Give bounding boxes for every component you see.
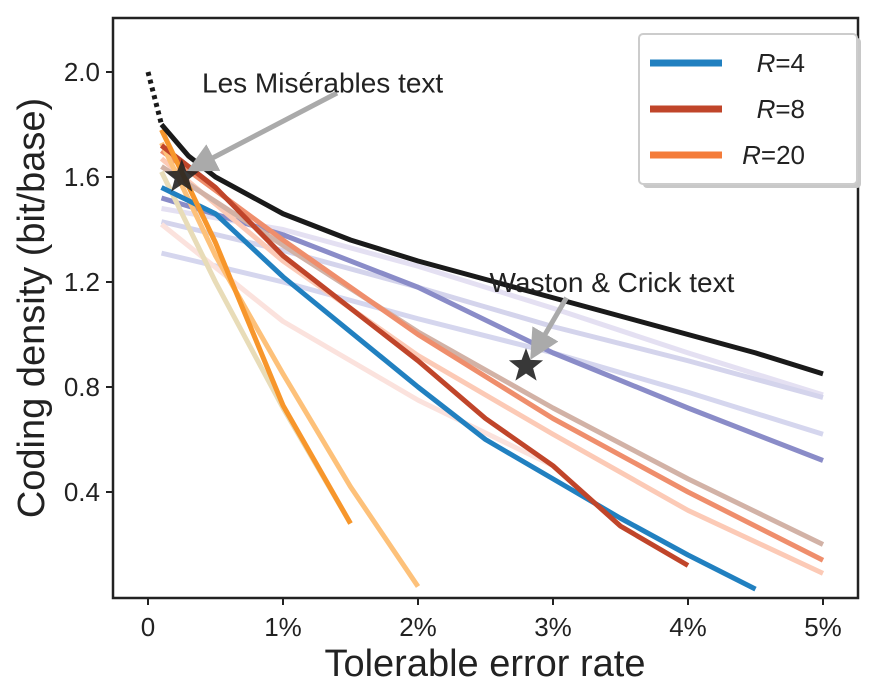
y-tick-label: 1.6 <box>64 162 100 192</box>
y-axis-label: Coding density (bit/base) <box>11 98 53 518</box>
annotation-arrow <box>186 90 339 172</box>
y-tick-label: 1.2 <box>64 267 100 297</box>
x-tick-label: 2% <box>399 612 437 642</box>
star-marker-les-miserables <box>164 159 199 192</box>
annotation-arrow <box>530 296 569 360</box>
x-tick-label: 4% <box>669 612 707 642</box>
legend-label: R=8 <box>757 94 805 124</box>
annotation-label: Waston & Crick text <box>490 267 735 298</box>
x-tick-label: 3% <box>534 612 572 642</box>
y-tick-label: 0.4 <box>64 477 100 507</box>
annotation-label: Les Misérables text <box>202 68 443 99</box>
x-tick-label: 5% <box>804 612 842 642</box>
y-tick-label: 0.8 <box>64 372 100 402</box>
legend-label: R=4 <box>757 48 805 78</box>
x-tick-label: 0 <box>141 612 155 642</box>
x-axis-label: Tolerable error rate <box>324 643 645 685</box>
series-line-very-light-pink <box>159 222 555 468</box>
y-tick-label: 2.0 <box>64 57 100 87</box>
annotations: Les Misérables text Waston & Crick text <box>164 68 735 381</box>
series-line-bound-dotted <box>145 71 164 126</box>
legend-label: R=20 <box>742 140 805 170</box>
series-line-bound <box>159 122 824 377</box>
plot-frame <box>111 16 860 600</box>
series-line-R=4 <box>160 185 757 592</box>
axis-ticks: 0 1% 2% 3% 4% 5% 0.4 0.8 1.2 1.6 2.0 <box>64 57 842 642</box>
series-line-purple <box>160 195 824 463</box>
series-line-light-salmon <box>159 156 825 576</box>
star-marker-watson-crick <box>508 348 544 381</box>
legend: R=4 R=8 R=20 <box>638 33 861 188</box>
series-line-light-purple <box>160 250 824 437</box>
x-tick-label: 1% <box>264 612 302 642</box>
series-line-salmon <box>160 148 825 563</box>
series-line-R=8 <box>159 143 690 568</box>
series-line-light-orange <box>159 141 421 588</box>
